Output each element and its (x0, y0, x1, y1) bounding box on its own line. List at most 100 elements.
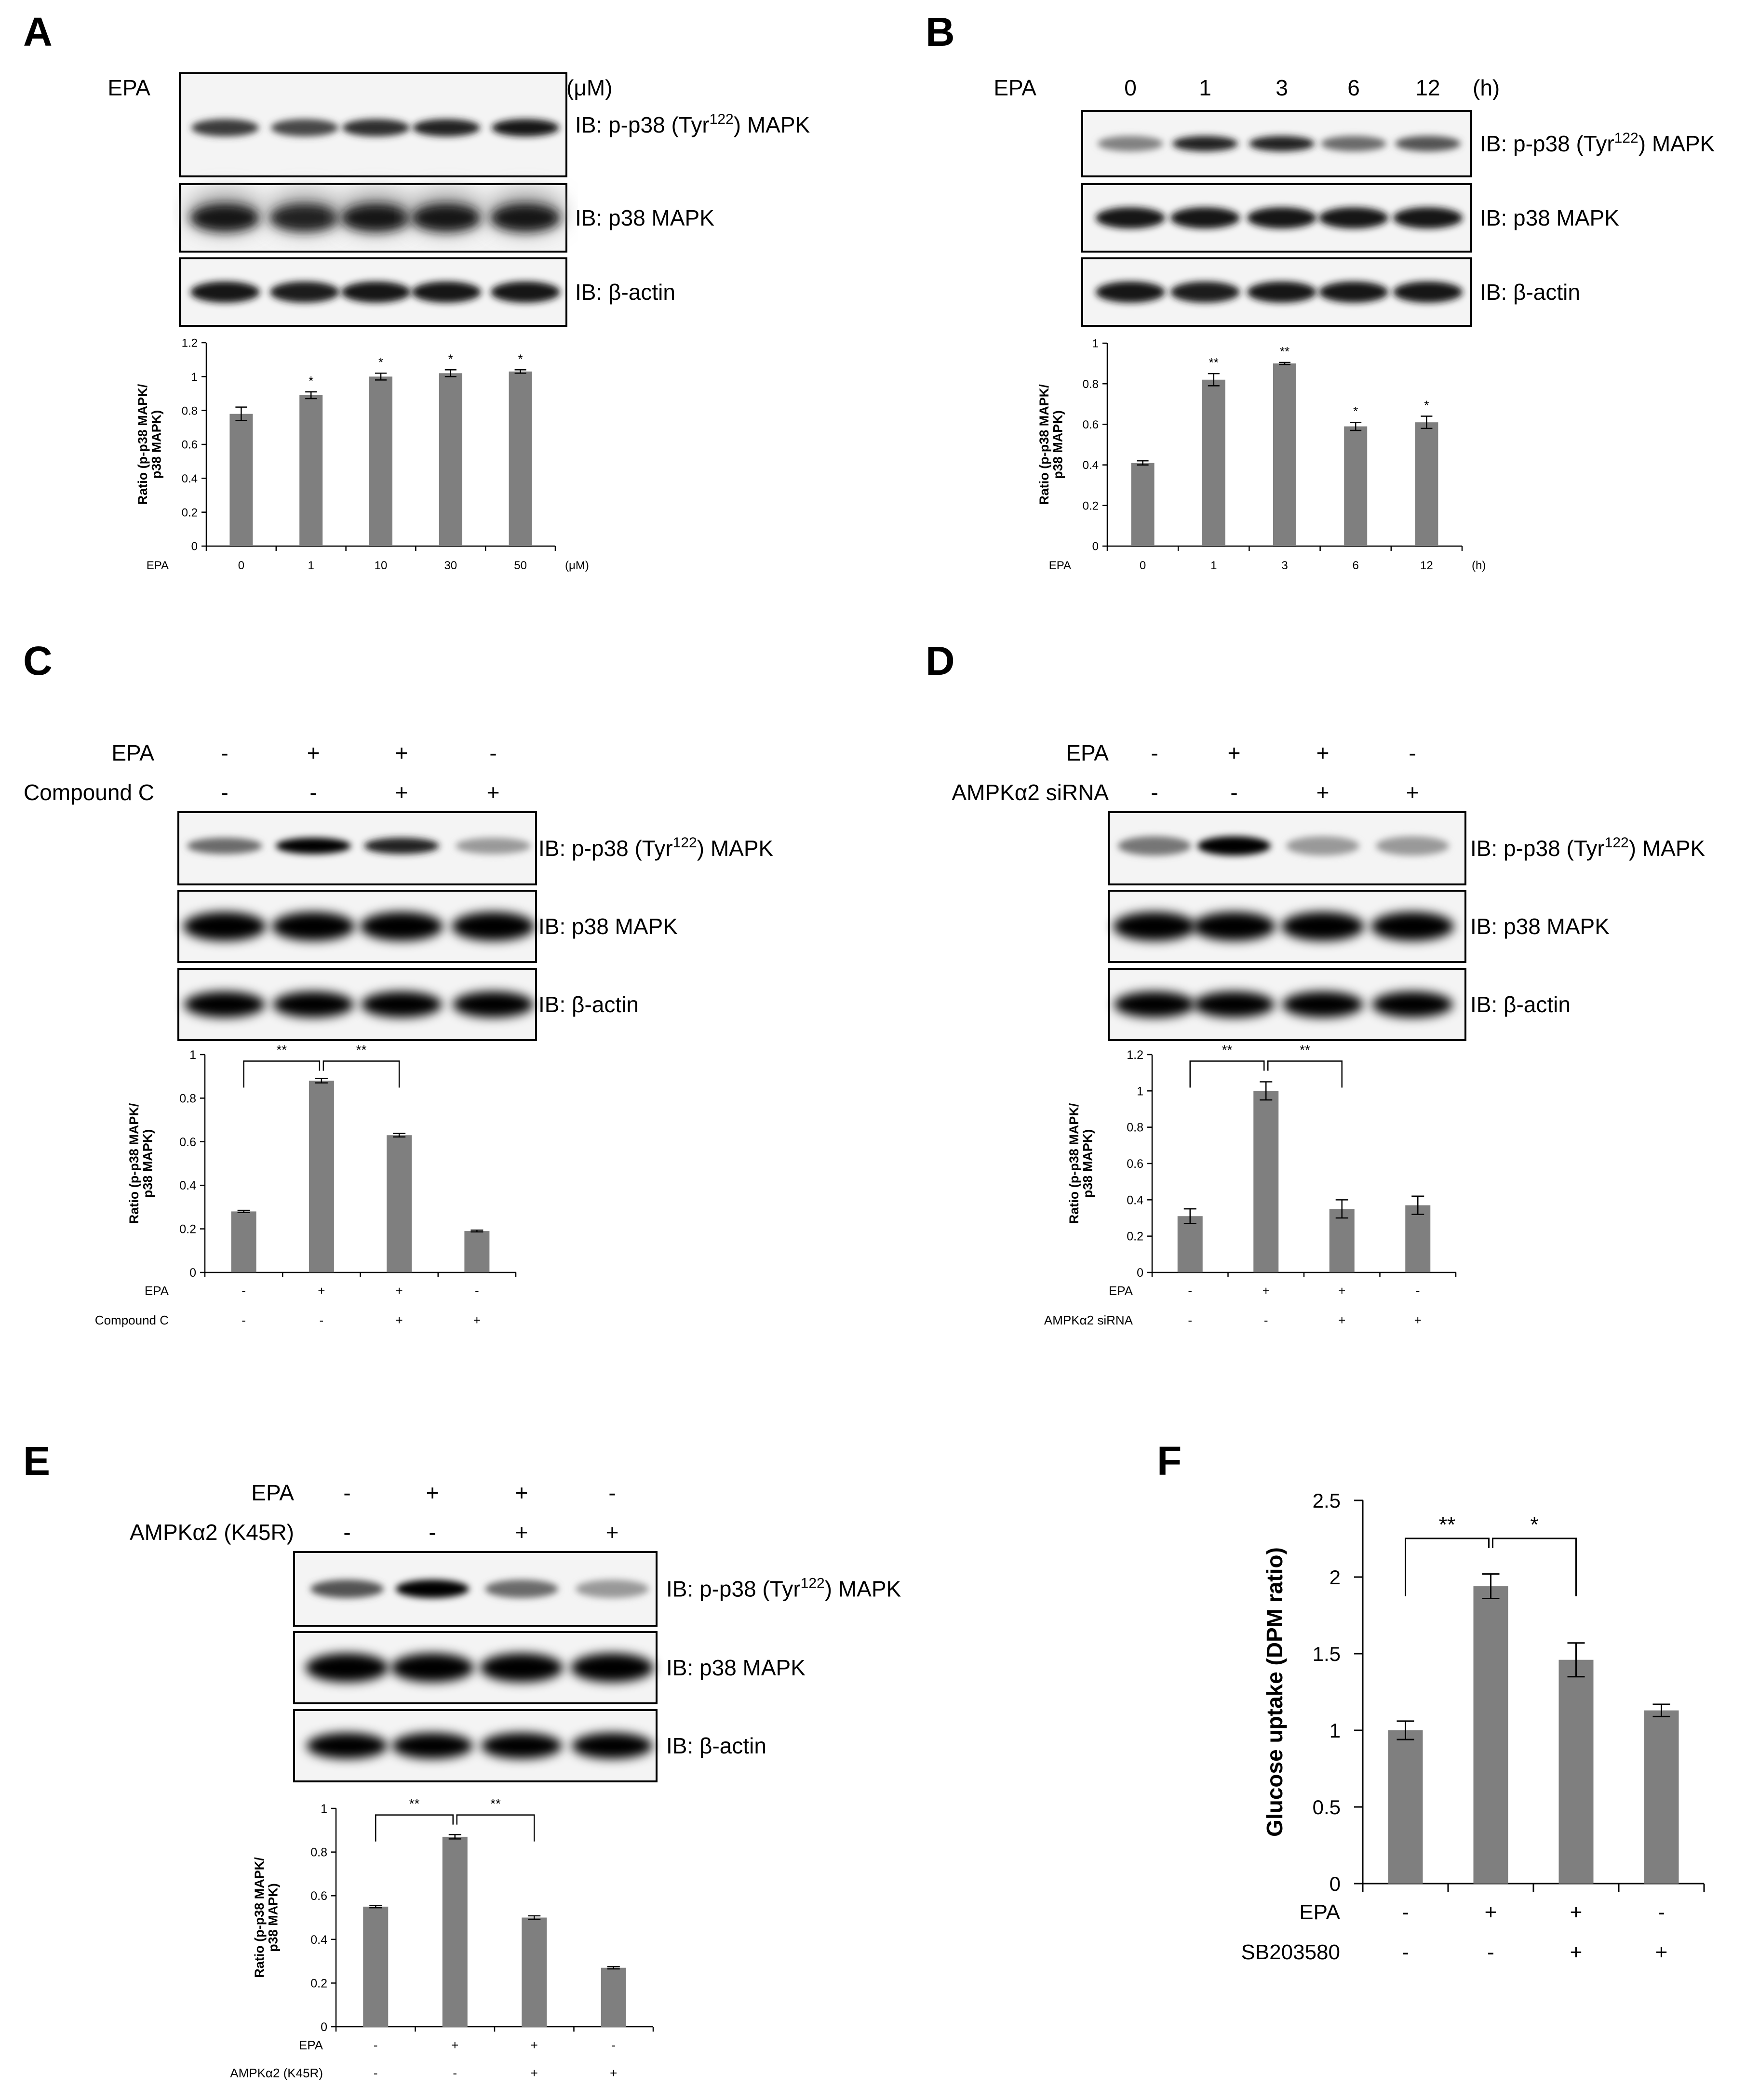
blot-band (1096, 207, 1165, 228)
bar (442, 1836, 468, 2027)
error-bar (1183, 1208, 1196, 1224)
error-bar (444, 369, 457, 377)
blot-band (1113, 912, 1196, 941)
y-tick-label: 0.2 (310, 1977, 327, 1990)
western-blot-strip: IB: p38 MAPK (177, 890, 678, 963)
blot-band (342, 119, 410, 136)
header-lane-value: + (606, 1520, 619, 1545)
y-tick-label: 0.4 (179, 1179, 196, 1192)
significance-bracket: ** (1267, 1043, 1343, 1088)
blot-band (1393, 207, 1463, 228)
y-tick-label: 0 (189, 1266, 196, 1280)
error-bar (1482, 1573, 1500, 1600)
blot-band (1371, 912, 1454, 941)
blot-band (1249, 136, 1315, 151)
x-tick-label: - (611, 2038, 616, 2052)
blot-label-superscript: 122 (801, 1576, 825, 1592)
x-tick-label: - (1402, 1940, 1409, 1964)
blot-label: IB: p-p38 (Tyr122) MAPK (538, 835, 773, 861)
bar (1253, 1091, 1279, 1272)
x-tick-label: 3 (1281, 559, 1288, 572)
error-bar (237, 1209, 250, 1213)
blot-band (392, 1733, 473, 1759)
x-condition-label: AMPKα2 (K45R) (230, 2066, 323, 2080)
x-tick-label: - (1416, 1284, 1420, 1298)
error-bar (1208, 373, 1220, 387)
significance-bracket: * (1492, 1513, 1577, 1596)
y-tick-label: 0.8 (1127, 1121, 1143, 1135)
blot-label: IB: β-actin (1480, 280, 1580, 305)
error-bar (1567, 1642, 1585, 1678)
significance-label: * (1424, 398, 1429, 413)
western-blot-strip: IB: β-actin (179, 257, 675, 327)
x-tick-label: + (1414, 1313, 1422, 1327)
x-tick-label: + (531, 2038, 538, 2052)
blot-label-superscript: 122 (673, 835, 697, 851)
x-tick-label: - (374, 2038, 378, 2052)
significance-bracket: ** (375, 1796, 454, 1842)
panel-letter: B (926, 9, 955, 54)
panels-root: AEPA01103050(μM)IB: p-p38 (Tyr122) MAPKI… (23, 9, 1715, 2080)
header-lane-value: + (1228, 740, 1241, 765)
blot-band (183, 912, 266, 941)
panel-letter: C (23, 638, 53, 683)
header-lane-value: - (309, 780, 317, 805)
x-tick-label: - (1487, 1940, 1494, 1964)
x-tick-label: - (1264, 1313, 1268, 1327)
blot-band (1319, 281, 1388, 303)
significance-bracket: ** (243, 1043, 321, 1088)
blot-band (341, 204, 411, 231)
x-tick-label: - (1188, 1284, 1192, 1298)
y-tick-label: 0.5 (1313, 1796, 1341, 1819)
blot-band (480, 1653, 563, 1682)
bar (601, 1967, 626, 2027)
x-unit-label: (μM) (565, 559, 589, 572)
bar (299, 395, 323, 546)
header-lane-value: 12 (1415, 75, 1440, 100)
y-tick-label: 2 (1330, 1566, 1341, 1589)
significance-bracket: ** (1189, 1043, 1265, 1088)
bar (229, 414, 253, 546)
header-lane-value: - (429, 1520, 436, 1545)
bar (522, 1917, 547, 2027)
blot-band (1286, 836, 1359, 856)
panel-a: AEPA01103050(μM)IB: p-p38 (Tyr122) MAPKI… (23, 9, 810, 327)
header-row-label: EPA (111, 740, 154, 765)
y-axis-label: Ratio (p-p38 MAPK/p38 MAPK) (252, 1857, 280, 1978)
bar (464, 1231, 490, 1272)
x-tick-label: + (1485, 1900, 1497, 1924)
blot-label: IB: p38 MAPK (1470, 914, 1610, 939)
x-condition-label: EPA (145, 1284, 169, 1298)
error-bar (1397, 1720, 1414, 1740)
bar (387, 1135, 412, 1272)
x-tick-label: + (318, 1284, 325, 1298)
y-tick-label: 1 (1137, 1084, 1143, 1098)
x-tick-label: 0 (238, 559, 244, 572)
blot-band (190, 204, 260, 231)
bar-chart-d: 0 0.2 0.4 0.6 0.8 1 1.2 Ratio (p-p38 MAPK/p38 M… (1044, 1043, 1457, 1327)
x-condition-label: EPA (1299, 1900, 1340, 1924)
blot-band (1395, 136, 1461, 151)
x-condition-label: EPA (1049, 559, 1071, 572)
blot-band (453, 991, 534, 1017)
y-tick-label: 1 (189, 1048, 196, 1062)
error-bar (1411, 1195, 1424, 1215)
y-tick-label: 2.5 (1313, 1489, 1341, 1512)
blot-band (306, 1653, 389, 1682)
blot-band (481, 1733, 562, 1759)
header-lane-value: 1 (1199, 75, 1211, 100)
x-condition-label: EPA (1109, 1284, 1133, 1298)
y-tick-label: 0.6 (179, 1136, 196, 1149)
blot-band (1172, 136, 1238, 151)
western-blot-strip: IB: β-actin (1081, 257, 1580, 327)
x-condition-label: AMPKα2 siRNA (1044, 1313, 1133, 1327)
y-tick-label: 1.2 (182, 337, 198, 350)
y-tick-label: 0.4 (1083, 459, 1099, 472)
panel-letter: F (1157, 1438, 1182, 1484)
blot-band (361, 991, 442, 1017)
panel-f: F (1157, 1438, 1182, 1484)
blot-label-superscript: 122 (1605, 835, 1629, 851)
western-blot-strip: IB: p-p38 (Tyr122) MAPK (179, 72, 810, 177)
blot-label: IB: β-actin (1470, 992, 1571, 1017)
x-tick-label: + (1338, 1313, 1345, 1327)
